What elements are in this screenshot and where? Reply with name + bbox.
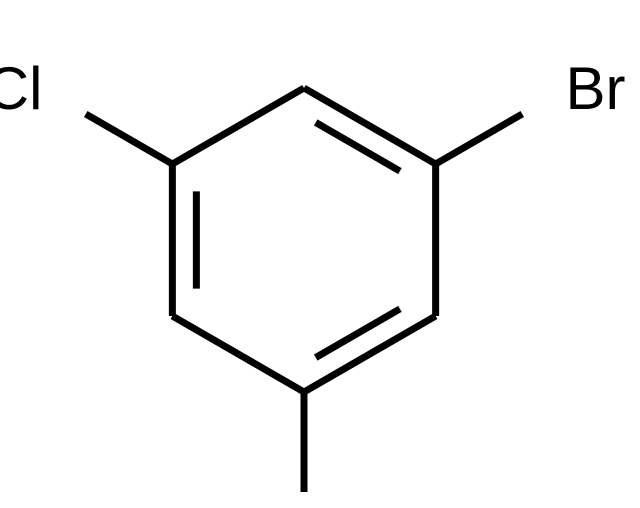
ring-double-bond <box>316 122 400 171</box>
atom-label-br: Br <box>566 55 626 122</box>
ring-bond <box>172 88 304 164</box>
molecule-diagram: BrClCl <box>0 0 640 508</box>
ring-bond <box>172 316 304 392</box>
ring-double-bond <box>316 309 400 358</box>
atom-label-cl: Cl <box>0 55 42 122</box>
substituent-bond <box>436 114 523 164</box>
substituent-bond <box>86 114 173 164</box>
